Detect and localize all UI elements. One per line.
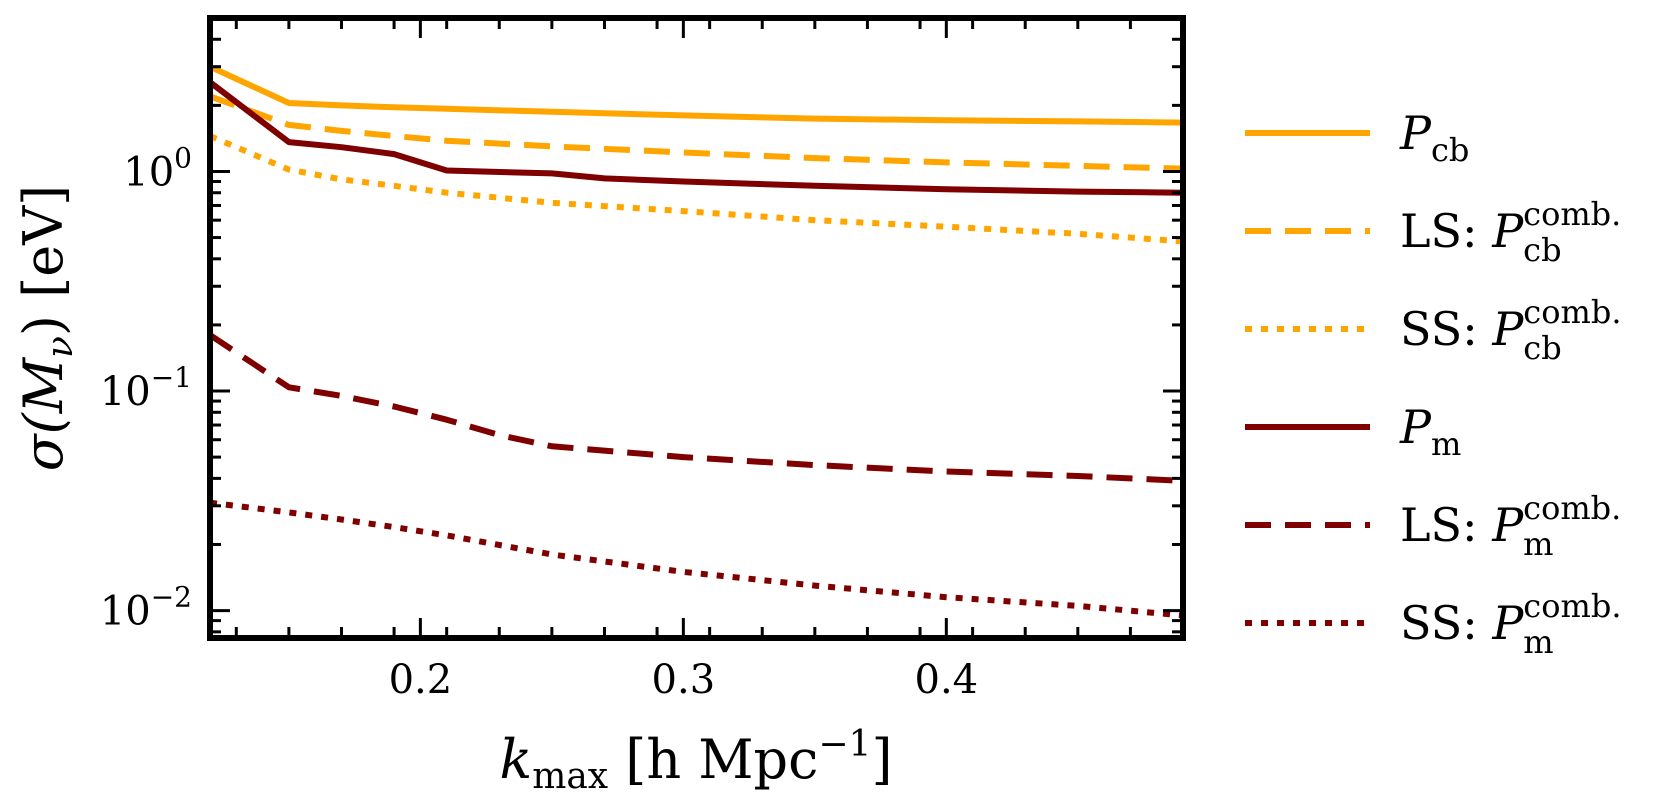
y-tick-label: 10−1 — [100, 361, 192, 415]
plot-area — [207, 15, 1186, 641]
x-tick-label: 0.2 — [389, 657, 453, 703]
series-line-3 — [210, 133, 1183, 245]
y-axis-label: σ(Mν) [eV] — [12, 185, 81, 471]
plot-frame — [207, 15, 1186, 641]
x-axis-label: kmax [h Mpc−1] — [499, 724, 892, 797]
legend-label: LS: Pcbcomb. — [1400, 195, 1621, 269]
x-tick-label: 0.3 — [652, 657, 716, 703]
x-axis: 0.2 0.3 0.4 kmax [h Mpc−1] — [234, 18, 1185, 797]
y-tick-label: 100 — [123, 141, 192, 195]
series-line-6 — [210, 499, 1183, 619]
legend-label: SS: Pcbcomb. — [1400, 293, 1621, 367]
series-line-5 — [210, 332, 1183, 484]
legend-label: Pcb — [1399, 106, 1469, 169]
series-line-1 — [210, 63, 1183, 126]
x-tick-label: 0.4 — [915, 657, 979, 703]
legend-label: LS: Pmcomb. — [1400, 489, 1621, 563]
y-tick-label: 10−2 — [100, 581, 192, 635]
y-axis: 100 10−1 10−2 σ(Mν) [eV] — [12, 16, 1183, 635]
legend-label: Pm — [1399, 400, 1461, 463]
legend: Pcb LS: Pcbcomb. SS: Pcbcomb. Pm LS: Pmcomb.… — [1245, 106, 1621, 661]
series-line-4 — [210, 79, 1183, 196]
legend-label: SS: Pmcomb. — [1400, 587, 1621, 661]
